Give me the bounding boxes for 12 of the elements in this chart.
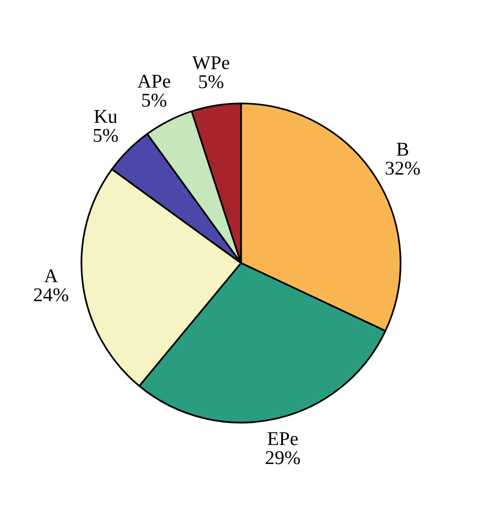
slice-label: EPe bbox=[268, 432, 298, 446]
data-label: 5% bbox=[94, 128, 118, 142]
slice-label: B bbox=[396, 142, 408, 156]
data-label: 32% bbox=[386, 162, 420, 175]
slice-label: Ku bbox=[94, 110, 118, 123]
slice-label: A bbox=[44, 269, 58, 282]
data-label: 24% bbox=[34, 288, 68, 302]
data-label: 5% bbox=[199, 75, 224, 88]
slice-label: WPe bbox=[192, 56, 230, 70]
data-label: 29% bbox=[266, 451, 300, 464]
slice-label: APe bbox=[138, 74, 170, 88]
data-label: 5% bbox=[142, 94, 166, 107]
